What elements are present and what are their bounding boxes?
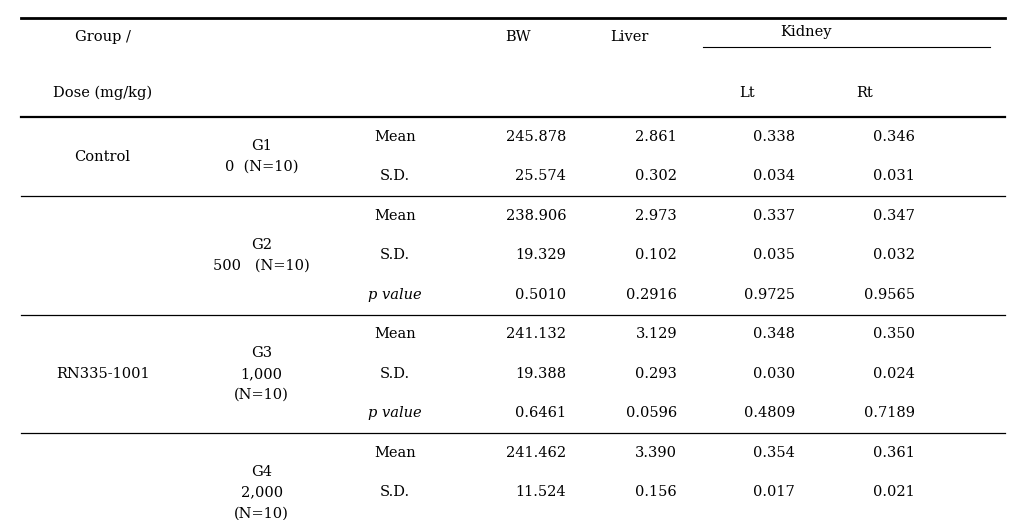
Text: 0.346: 0.346 xyxy=(873,130,915,144)
Text: 0.9565: 0.9565 xyxy=(864,288,915,302)
Text: 0.347: 0.347 xyxy=(873,209,915,223)
Text: S.D.: S.D. xyxy=(380,486,410,499)
Text: 0.361: 0.361 xyxy=(873,446,915,460)
Text: G1: G1 xyxy=(251,139,272,153)
Text: 0.302: 0.302 xyxy=(635,170,677,183)
Text: (N=10): (N=10) xyxy=(234,388,289,401)
Text: BW: BW xyxy=(506,30,530,44)
Text: 0.9725: 0.9725 xyxy=(744,288,795,302)
Text: 2,000: 2,000 xyxy=(240,486,283,499)
Text: S.D.: S.D. xyxy=(380,170,410,183)
Text: 0.2916: 0.2916 xyxy=(626,288,677,302)
Text: 25.574: 25.574 xyxy=(515,170,566,183)
Text: 241.462: 241.462 xyxy=(506,446,566,460)
Text: Mean: Mean xyxy=(374,328,416,341)
Text: Mean: Mean xyxy=(374,130,416,144)
Text: 0.031: 0.031 xyxy=(873,170,915,183)
Text: 3.129: 3.129 xyxy=(635,328,677,341)
Text: 0.4809: 0.4809 xyxy=(744,407,795,420)
Text: 238.906: 238.906 xyxy=(506,209,566,223)
Text: (N=10): (N=10) xyxy=(234,506,289,520)
Text: 0.0596: 0.0596 xyxy=(626,407,677,420)
Text: 2.973: 2.973 xyxy=(635,209,677,223)
Text: 0.348: 0.348 xyxy=(753,328,795,341)
Text: p value: p value xyxy=(368,407,422,420)
Text: G4: G4 xyxy=(251,465,272,478)
Text: Mean: Mean xyxy=(374,209,416,223)
Text: 0.5010: 0.5010 xyxy=(515,288,566,302)
Text: Mean: Mean xyxy=(374,446,416,460)
Text: G2: G2 xyxy=(251,238,272,252)
Text: 0.024: 0.024 xyxy=(873,367,915,381)
Text: 1,000: 1,000 xyxy=(241,367,282,381)
Text: G3: G3 xyxy=(251,346,272,360)
Text: 0.021: 0.021 xyxy=(873,486,915,499)
Text: Dose (mg/kg): Dose (mg/kg) xyxy=(53,85,152,100)
Text: RN335-1001: RN335-1001 xyxy=(55,367,150,381)
Text: p value: p value xyxy=(368,288,422,302)
Text: 0.156: 0.156 xyxy=(635,486,677,499)
Text: 0.035: 0.035 xyxy=(753,249,795,262)
Text: Control: Control xyxy=(75,150,130,163)
Text: 11.524: 11.524 xyxy=(516,486,566,499)
Text: 241.132: 241.132 xyxy=(507,328,566,341)
Text: Liver: Liver xyxy=(609,30,648,44)
Text: 0.354: 0.354 xyxy=(753,446,795,460)
Text: 0.6461: 0.6461 xyxy=(515,407,566,420)
Text: 0.032: 0.032 xyxy=(873,249,915,262)
Text: Kidney: Kidney xyxy=(780,25,832,39)
Text: Rt: Rt xyxy=(857,86,873,100)
Text: S.D.: S.D. xyxy=(380,249,410,262)
Text: 0  (N=10): 0 (N=10) xyxy=(225,160,299,174)
Text: 0.293: 0.293 xyxy=(635,367,677,381)
Text: 0.350: 0.350 xyxy=(873,328,915,341)
Text: 2.861: 2.861 xyxy=(635,130,677,144)
Text: 3.390: 3.390 xyxy=(635,446,677,460)
Text: 0.017: 0.017 xyxy=(753,486,795,499)
Text: 19.388: 19.388 xyxy=(515,367,566,381)
Text: 0.102: 0.102 xyxy=(635,249,677,262)
Text: 0.337: 0.337 xyxy=(753,209,795,223)
Text: 19.329: 19.329 xyxy=(515,249,566,262)
Text: 0.030: 0.030 xyxy=(753,367,795,381)
Text: 0.7189: 0.7189 xyxy=(864,407,915,420)
Text: 500   (N=10): 500 (N=10) xyxy=(213,259,310,272)
Text: S.D.: S.D. xyxy=(380,367,410,381)
Text: 0.034: 0.034 xyxy=(753,170,795,183)
Text: 0.338: 0.338 xyxy=(753,130,795,144)
Text: Lt: Lt xyxy=(739,86,755,100)
Text: Group /: Group / xyxy=(75,30,130,44)
Text: 245.878: 245.878 xyxy=(506,130,566,144)
